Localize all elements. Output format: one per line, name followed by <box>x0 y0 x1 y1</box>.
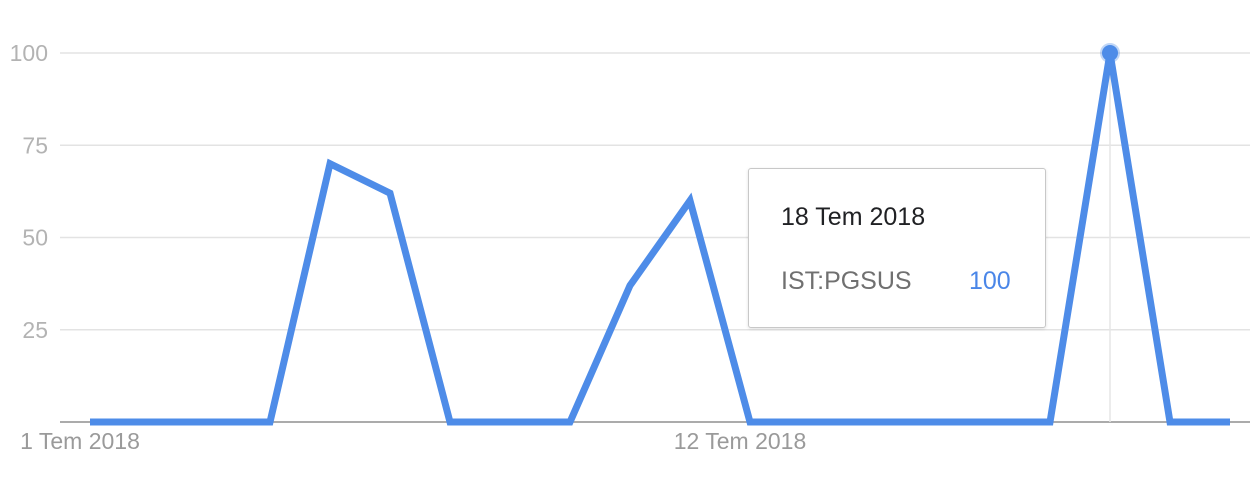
data-point[interactable] <box>324 158 336 170</box>
data-point[interactable] <box>444 416 456 428</box>
highlighted-data-point[interactable] <box>1100 43 1120 63</box>
x-tick-label: 1 Tem 2018 <box>20 428 140 454</box>
data-point[interactable] <box>804 416 816 428</box>
chart-tooltip: 18 Tem 2018 IST:PGSUS 100 <box>748 168 1046 328</box>
tooltip-series-name: IST:PGSUS <box>781 267 912 295</box>
tooltip-value: 100 <box>969 267 1011 295</box>
data-point[interactable] <box>264 416 276 428</box>
data-point[interactable] <box>624 279 636 291</box>
y-tick-label: 25 <box>22 317 48 343</box>
data-point[interactable] <box>564 416 576 428</box>
series-points <box>84 43 1236 428</box>
data-point[interactable] <box>1164 416 1176 428</box>
tooltip-date: 18 Tem 2018 <box>781 203 926 231</box>
y-tick-label: 100 <box>10 40 48 66</box>
data-point[interactable] <box>744 416 756 428</box>
data-point[interactable] <box>684 195 696 207</box>
data-point[interactable] <box>384 187 396 199</box>
data-point[interactable] <box>1044 416 1056 428</box>
data-point[interactable] <box>204 416 216 428</box>
data-point[interactable] <box>144 416 156 428</box>
x-tick-label: 12 Tem 2018 <box>674 428 807 454</box>
data-point[interactable] <box>864 416 876 428</box>
data-point[interactable] <box>984 416 996 428</box>
y-tick-label: 50 <box>22 225 48 251</box>
x-axis-ticks: 1 Tem 2018 12 Tem 2018 <box>20 428 806 454</box>
data-point[interactable] <box>924 416 936 428</box>
series-line-ist-pgsus[interactable] <box>90 52 1230 426</box>
data-point[interactable] <box>504 416 516 428</box>
y-tick-label: 75 <box>22 132 48 158</box>
y-axis-ticks: 100 75 50 25 <box>10 40 48 343</box>
data-point[interactable] <box>84 416 96 428</box>
gridlines <box>60 52 1250 331</box>
data-point[interactable] <box>1224 416 1236 428</box>
